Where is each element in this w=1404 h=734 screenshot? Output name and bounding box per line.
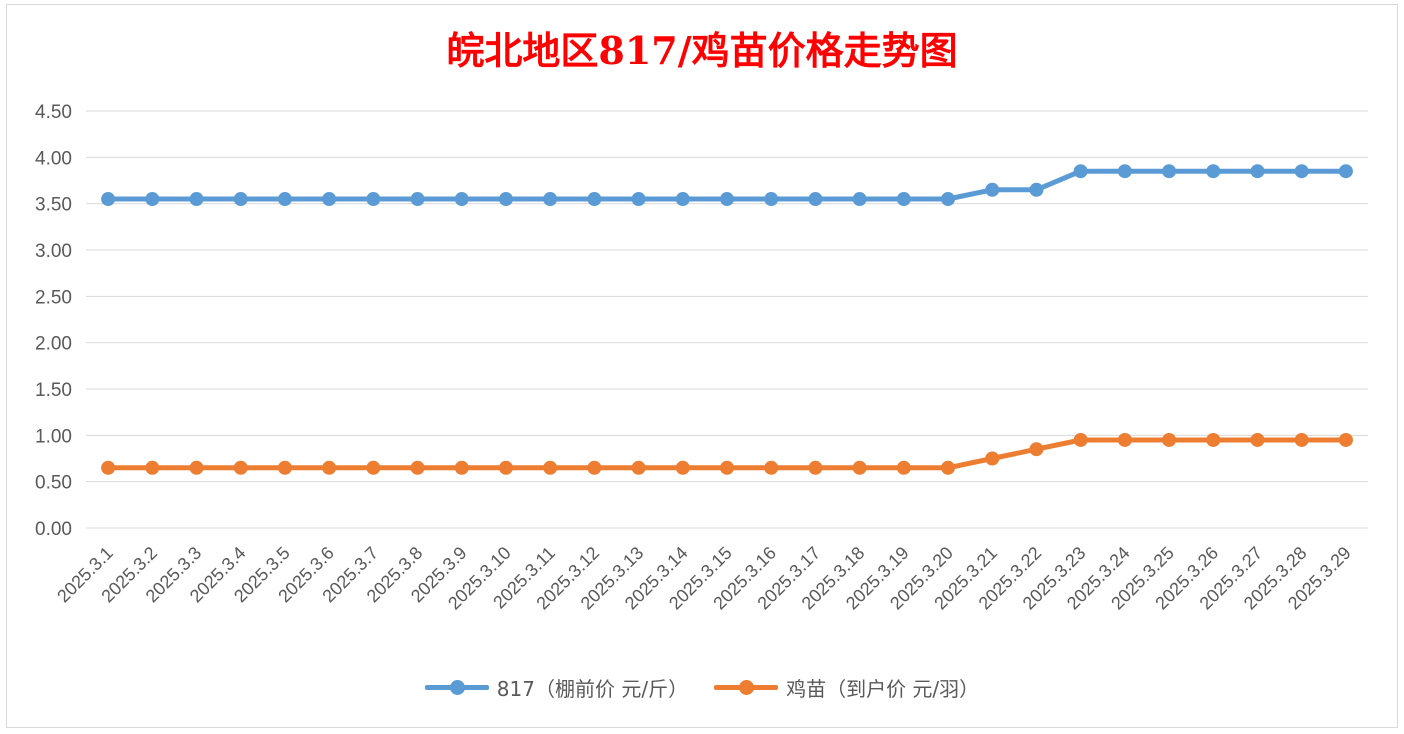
- chart-title: 皖北地区817/鸡苗价格走势图: [446, 28, 958, 73]
- legend-item-817[interactable]: 817（棚前价 元/斤）: [424, 672, 689, 702]
- y-tick-label-3: 1.50: [35, 380, 72, 401]
- data-point-s1-28[interactable]: [1338, 432, 1353, 447]
- data-point-s0-23[interactable]: [1117, 164, 1132, 179]
- data-point-s0-26[interactable]: [1250, 164, 1265, 179]
- legend-swatch-817: [424, 672, 489, 702]
- chart-frame: [6, 4, 1398, 728]
- data-point-s0-10[interactable]: [543, 192, 558, 207]
- data-point-s0-1[interactable]: [145, 192, 160, 207]
- y-tick-label-6: 3.00: [35, 241, 72, 262]
- data-point-s1-17[interactable]: [852, 460, 867, 475]
- y-tick-label-9: 4.50: [35, 102, 72, 123]
- data-point-s1-13[interactable]: [675, 460, 690, 475]
- data-point-s0-15[interactable]: [764, 192, 779, 207]
- data-point-s1-2[interactable]: [189, 460, 204, 475]
- data-point-s1-24[interactable]: [1162, 432, 1177, 447]
- data-point-s1-11[interactable]: [587, 460, 602, 475]
- data-point-s1-19[interactable]: [941, 460, 956, 475]
- data-point-s1-3[interactable]: [233, 460, 248, 475]
- y-tick-label-8: 4.00: [35, 148, 72, 169]
- legend-item-chick[interactable]: 鸡苗（到户价 元/羽）: [714, 672, 979, 702]
- legend-label-chick: 鸡苗（到户价 元/羽）: [786, 676, 980, 701]
- legend-label-817: 817（棚前价 元/斤）: [496, 676, 689, 701]
- data-point-s0-5[interactable]: [322, 192, 337, 207]
- data-point-s1-14[interactable]: [720, 460, 734, 475]
- data-point-s1-16[interactable]: [808, 460, 823, 475]
- data-point-s1-8[interactable]: [454, 460, 469, 475]
- data-point-s0-9[interactable]: [498, 192, 513, 207]
- data-point-s1-6[interactable]: [366, 460, 381, 475]
- data-point-s1-26[interactable]: [1250, 432, 1265, 447]
- data-point-s1-4[interactable]: [277, 460, 292, 475]
- data-point-s0-3[interactable]: [233, 192, 248, 207]
- data-point-s1-9[interactable]: [498, 460, 513, 475]
- data-point-s0-13[interactable]: [675, 192, 690, 207]
- data-point-s1-22[interactable]: [1073, 432, 1088, 447]
- data-point-s0-28[interactable]: [1338, 164, 1353, 179]
- legend: 817（棚前价 元/斤） 鸡苗（到户价 元/羽）: [0, 672, 1404, 702]
- data-point-s1-23[interactable]: [1117, 432, 1132, 447]
- data-point-s0-11[interactable]: [587, 192, 602, 207]
- data-point-s0-19[interactable]: [941, 192, 956, 207]
- data-point-s0-20[interactable]: [985, 182, 1000, 197]
- legend-swatch-chick: [714, 672, 779, 702]
- data-point-s0-27[interactable]: [1294, 164, 1309, 179]
- data-point-s1-1[interactable]: [145, 460, 160, 475]
- data-point-s1-21[interactable]: [1029, 442, 1044, 457]
- data-point-s1-0[interactable]: [101, 460, 116, 475]
- y-tick-label-7: 3.50: [35, 195, 72, 216]
- data-point-s1-20[interactable]: [985, 451, 1000, 466]
- data-point-s1-25[interactable]: [1206, 432, 1221, 447]
- y-tick-label-1: 0.50: [35, 473, 72, 494]
- data-point-s1-27[interactable]: [1294, 432, 1309, 447]
- data-point-s0-6[interactable]: [366, 192, 381, 207]
- y-tick-label-5: 2.50: [35, 287, 72, 308]
- data-point-s0-12[interactable]: [631, 192, 646, 207]
- data-point-s0-14[interactable]: [720, 192, 734, 207]
- data-point-s0-4[interactable]: [277, 192, 292, 207]
- data-point-s0-8[interactable]: [454, 192, 469, 207]
- y-tick-label-2: 1.00: [35, 426, 72, 447]
- data-point-s0-21[interactable]: [1029, 182, 1044, 197]
- data-point-s0-18[interactable]: [896, 192, 911, 207]
- data-point-s1-5[interactable]: [322, 460, 337, 475]
- y-tick-label-4: 2.00: [35, 334, 72, 355]
- data-point-s1-12[interactable]: [631, 460, 646, 475]
- y-tick-label-0: 0.00: [35, 519, 72, 540]
- data-point-s1-18[interactable]: [896, 460, 911, 475]
- data-point-s0-17[interactable]: [852, 192, 867, 207]
- data-point-s0-0[interactable]: [101, 192, 116, 207]
- data-point-s1-10[interactable]: [543, 460, 558, 475]
- data-point-s0-25[interactable]: [1206, 164, 1221, 179]
- data-point-s1-7[interactable]: [410, 460, 425, 475]
- data-point-s0-7[interactable]: [410, 192, 425, 207]
- data-point-s0-24[interactable]: [1162, 164, 1177, 179]
- data-point-s1-15[interactable]: [764, 460, 779, 475]
- data-point-s0-22[interactable]: [1073, 164, 1088, 179]
- data-point-s0-2[interactable]: [189, 192, 204, 207]
- data-point-s0-16[interactable]: [808, 192, 823, 207]
